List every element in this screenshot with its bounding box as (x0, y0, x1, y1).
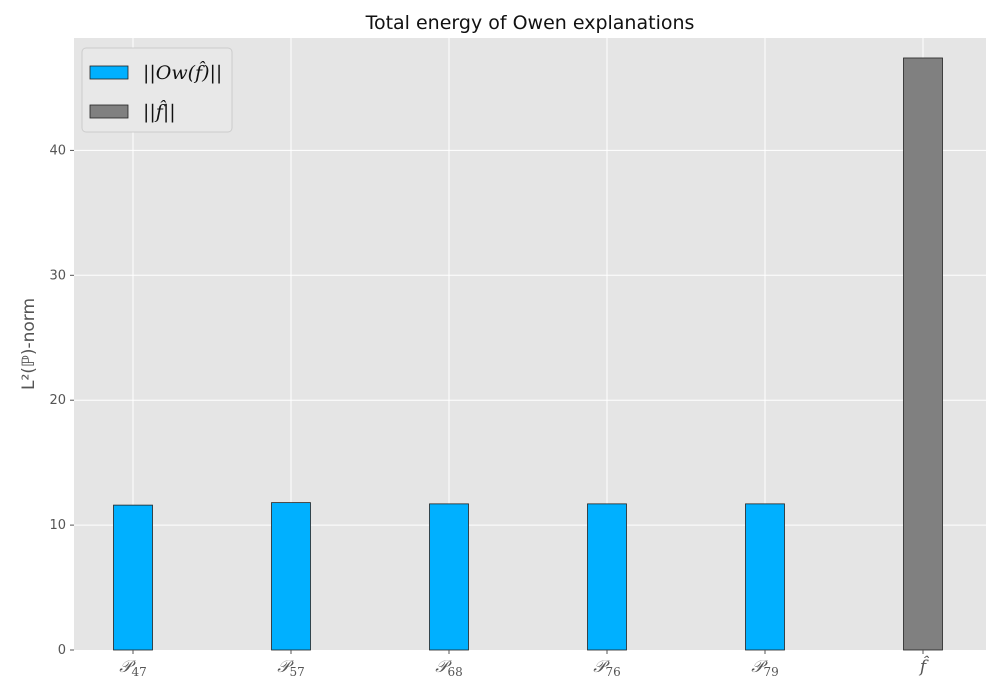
y-tick-label: 30 (49, 268, 66, 283)
legend: ||Ow(f̂)|| ||f̂|| (81, 47, 233, 133)
bar (587, 503, 627, 651)
bar (271, 502, 311, 651)
bar (429, 503, 469, 651)
y-axis-ticks: 0 10 20 30 40 (49, 143, 74, 658)
chart-title: Total energy of Owen explanations (365, 12, 695, 34)
legend-swatch-fhat (89, 104, 129, 119)
legend-label-fhat: ||f̂|| (143, 100, 176, 123)
legend-label-owen: ||Ow(f̂)|| (143, 61, 222, 84)
bar (113, 504, 153, 651)
x-tick-label: 𝒫76 (593, 657, 621, 679)
x-axis-ticks: 𝒫47 𝒫57 𝒫68 𝒫76 𝒫79 f̂ (119, 650, 930, 679)
plot-area (74, 38, 986, 650)
y-tick-label: 10 (49, 518, 66, 533)
bar (745, 503, 785, 651)
y-axis-label: L²(ℙ)-norm (19, 298, 39, 390)
legend-swatch-owen (89, 65, 129, 80)
y-tick-label: 40 (49, 143, 66, 158)
y-tick-label: 0 (58, 643, 66, 658)
x-tick-label: 𝒫57 (277, 657, 305, 679)
x-tick-label: 𝒫47 (119, 657, 147, 679)
bar (903, 57, 943, 651)
x-tick-label: 𝒫68 (435, 657, 463, 679)
y-tick-label: 20 (49, 393, 66, 408)
x-tick-label: f̂ (918, 656, 930, 677)
x-tick-label: 𝒫79 (751, 657, 779, 679)
